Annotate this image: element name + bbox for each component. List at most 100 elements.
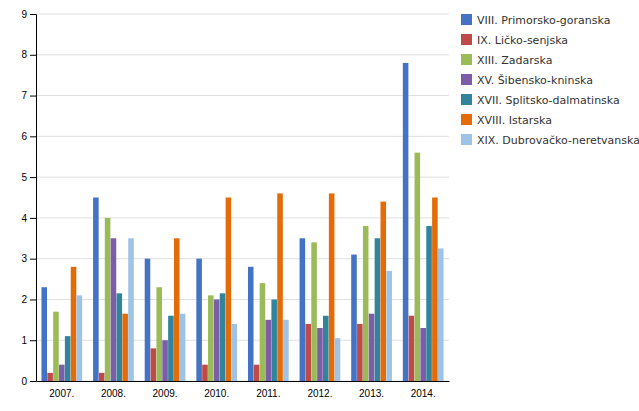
bar xyxy=(311,242,317,381)
bar xyxy=(415,153,421,381)
bar xyxy=(156,287,162,381)
tick: 2009. xyxy=(153,388,178,399)
bar-series xyxy=(59,238,426,381)
grid-line xyxy=(36,136,449,137)
bar xyxy=(248,267,254,381)
tick: 1 xyxy=(21,335,36,346)
bar xyxy=(145,259,151,381)
chart: 01234567892007.2008.2009.2010.2011.2012.… xyxy=(0,0,639,411)
legend-swatch xyxy=(461,134,472,145)
plot: 01234567892007.2008.2009.2010.2011.2012.… xyxy=(21,9,449,399)
bar xyxy=(403,63,409,381)
tick-label: 9 xyxy=(21,9,27,20)
tick-label: 8 xyxy=(21,49,27,60)
tick: 4 xyxy=(21,213,36,224)
bar xyxy=(380,202,386,381)
bar-series xyxy=(53,153,420,381)
bar xyxy=(65,336,71,381)
legend-item: VIII. Primorsko-goranska xyxy=(461,14,610,27)
tick-label: 2014. xyxy=(411,388,436,399)
tick: 2008. xyxy=(101,388,126,399)
bar xyxy=(363,226,369,381)
tick-label: 1 xyxy=(21,335,27,346)
bar xyxy=(128,238,134,381)
tick: 7 xyxy=(21,90,36,101)
bar xyxy=(305,324,311,381)
bar xyxy=(93,198,99,382)
tick-mark xyxy=(30,218,36,219)
tick: 2012. xyxy=(307,388,332,399)
bar xyxy=(231,324,237,381)
grid-line xyxy=(36,177,449,178)
bar-series xyxy=(41,63,408,381)
legend: VIII. Primorsko-goranska IX. Ličko-senjsk… xyxy=(461,14,639,147)
legend-swatch xyxy=(461,34,472,45)
tick-label: 0 xyxy=(21,376,27,387)
y-axis: 0123456789 xyxy=(21,9,36,387)
bar xyxy=(260,283,266,381)
tick-label: 2008. xyxy=(101,388,126,399)
bar xyxy=(196,259,202,381)
legend-label: XIX. Dubrovačko-neretvanska xyxy=(477,134,639,147)
bar-series xyxy=(71,193,438,381)
bar xyxy=(151,348,157,381)
legend-item: XV. Šibensko-kninska xyxy=(461,74,593,87)
legend-label: XIII. Zadarska xyxy=(477,54,552,67)
tick-mark xyxy=(30,14,36,15)
bar xyxy=(208,295,214,381)
tick-mark xyxy=(30,55,36,56)
tick-mark xyxy=(30,299,36,300)
bar xyxy=(122,314,128,381)
bar xyxy=(375,238,381,381)
axis-line xyxy=(30,15,37,382)
tick-label: 2013. xyxy=(359,388,384,399)
tick-label: 3 xyxy=(21,253,27,264)
grid-line xyxy=(36,14,449,15)
bar xyxy=(409,316,415,381)
bar xyxy=(77,295,83,381)
legend-item: IX. Ličko-senjska xyxy=(461,34,568,47)
legend-swatch xyxy=(461,14,472,25)
bar xyxy=(214,299,220,381)
bar xyxy=(41,287,47,381)
bar xyxy=(202,365,208,381)
bar xyxy=(317,328,323,381)
bar xyxy=(283,320,289,381)
tick: 8 xyxy=(21,49,36,60)
bar xyxy=(369,314,375,381)
tick-label: 2010. xyxy=(204,388,229,399)
legend-swatch xyxy=(461,114,472,125)
legend-item: XVIII. Istarska xyxy=(461,114,552,127)
bar xyxy=(266,320,272,381)
x-axis: 2007.2008.2009.2010.2011.2012.2013.2014. xyxy=(37,382,450,400)
bar xyxy=(357,324,363,381)
bar xyxy=(168,316,174,381)
legend-label: IX. Ličko-senjska xyxy=(477,34,568,47)
bar xyxy=(351,255,357,381)
bar xyxy=(300,238,306,381)
tick-mark xyxy=(30,96,36,97)
bar xyxy=(323,316,329,381)
grid-line xyxy=(36,54,449,55)
legend-item: XIII. Zadarska xyxy=(461,54,552,67)
bar xyxy=(59,365,65,381)
tick: 6 xyxy=(21,131,36,142)
bar xyxy=(105,218,111,381)
bar xyxy=(420,328,426,381)
bar xyxy=(432,198,438,382)
tick: 2013. xyxy=(359,388,384,399)
bars xyxy=(41,63,443,381)
tick-label: 7 xyxy=(21,90,27,101)
bar xyxy=(174,238,180,381)
legend-item: XVII. Splitsko-dalmatinska xyxy=(461,94,620,107)
legend-swatch xyxy=(461,54,472,65)
tick-mark xyxy=(30,381,36,382)
bar-series xyxy=(65,226,432,381)
legend-swatch xyxy=(461,94,472,105)
tick: 2014. xyxy=(411,388,436,399)
tick: 0 xyxy=(21,376,36,387)
tick: 2 xyxy=(21,294,36,305)
bar xyxy=(47,373,53,381)
tick-label: 4 xyxy=(21,213,27,224)
bar xyxy=(438,248,444,381)
